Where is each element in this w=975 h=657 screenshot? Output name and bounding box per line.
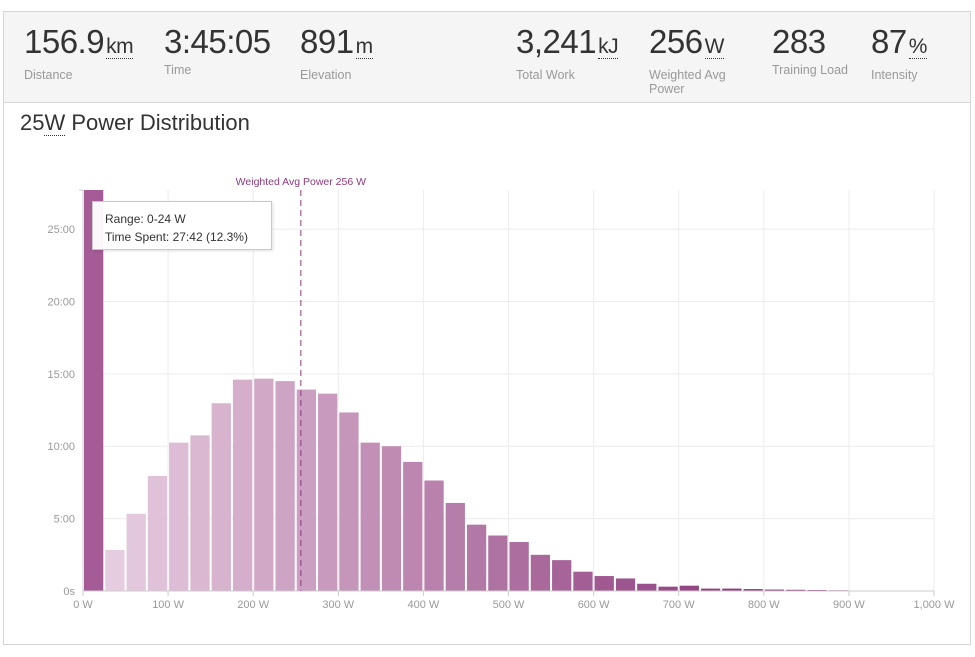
stat-value: 156.9 [24, 23, 105, 60]
stat-unit[interactable]: % [908, 35, 927, 59]
x-tick-label: 200 W [237, 599, 269, 611]
histogram-bar [764, 589, 785, 591]
histogram-bar [445, 502, 465, 591]
stat-label: Total Work [516, 68, 575, 82]
chart-grid [83, 190, 935, 591]
y-tick-label: 15:00 [47, 369, 75, 381]
stat-elevation: 891m Elevation [300, 23, 373, 83]
y-tick-label: 25:00 [47, 224, 75, 236]
title-unit[interactable]: W [44, 110, 66, 136]
histogram-bar [190, 435, 210, 591]
stat-label: Elevation [300, 68, 352, 82]
stat-value: 3,241 [516, 23, 597, 60]
stat-label: Weighted Avg Power [649, 68, 726, 96]
x-tick-label: 500 W [493, 599, 525, 611]
stat-label: Time [164, 63, 192, 77]
x-tick-label: 0 W [73, 599, 93, 611]
histogram-bar [466, 524, 487, 591]
stat-value: 891 [300, 23, 354, 60]
histogram-bar [509, 542, 529, 591]
histogram-bar [232, 379, 253, 591]
stat-label: Training Load [772, 63, 848, 77]
histogram-bar [700, 588, 721, 591]
stat-value: 256 [649, 23, 703, 60]
x-tick-label: 800 W [748, 599, 780, 611]
histogram-bar [403, 461, 423, 591]
stats-bar: 156.9km Distance 3:45:05 Time 891m Eleva… [4, 12, 970, 103]
stat-intensity: 87% Intensity [871, 23, 927, 83]
histogram-bar [573, 571, 593, 591]
histogram-bar [615, 578, 636, 591]
histogram-bar [339, 412, 359, 591]
x-tick-label: 700 W [663, 599, 695, 611]
stat-training-load: 283 Training Load [772, 23, 848, 78]
chart-tooltip: Range: 0-24 W Time Spent: 27:42 (12.3%) [92, 201, 272, 250]
histogram-bar [275, 381, 295, 591]
y-tick-label: 0s [63, 586, 75, 598]
title-text: Power Distribution [65, 110, 250, 135]
histogram-bar [318, 393, 338, 591]
histogram-bar [381, 446, 402, 591]
tooltip-range: Range: 0-24 W [105, 212, 186, 226]
stat-unit[interactable]: W [704, 35, 724, 59]
chart-title: 25W Power Distribution [20, 110, 250, 136]
histogram-bar [722, 588, 742, 591]
histogram-bar [488, 535, 508, 591]
chart-annotation: Weighted Avg Power 256 W [236, 176, 366, 591]
histogram-bar [743, 589, 763, 591]
y-tick-label: 5:00 [54, 514, 75, 526]
histogram-bar [786, 589, 806, 591]
stat-label: Distance [24, 68, 73, 82]
stat-weighted-avg-power: 256W Weighted Avg Power [649, 23, 759, 97]
histogram-bar [105, 549, 125, 591]
histogram-bar [424, 480, 444, 591]
weighted-avg-power-label: Weighted Avg Power 256 W [236, 176, 366, 188]
tooltip-time-spent: Time Spent: 27:42 (12.3%) [105, 230, 248, 244]
histogram-bar [254, 378, 274, 591]
histogram-bar [594, 576, 614, 591]
histogram-bar [126, 513, 146, 591]
histogram-bar [552, 560, 572, 591]
histogram-bar [637, 583, 657, 591]
x-tick-label: 100 W [152, 599, 184, 611]
stat-time: 3:45:05 Time [164, 23, 271, 78]
histogram-bar [658, 586, 678, 591]
stat-unit[interactable]: km [106, 35, 134, 59]
y-tick-label: 10:00 [47, 441, 75, 453]
histogram-bar [84, 190, 104, 591]
histogram-bar [296, 389, 317, 591]
chart-bars [84, 190, 870, 591]
histogram-bar [360, 442, 380, 591]
x-tick-label: 400 W [408, 599, 440, 611]
stat-distance: 156.9km Distance [24, 23, 134, 83]
x-tick-label: 300 W [322, 599, 354, 611]
stat-total-work: 3,241kJ Total Work [516, 23, 619, 83]
title-bin-size: 25 [20, 110, 45, 135]
y-tick-label: 20:00 [47, 296, 75, 308]
stat-label: Intensity [871, 68, 918, 82]
stat-value: 283 [772, 23, 826, 60]
histogram-bar [530, 554, 551, 591]
x-tick-label: 900 W [833, 599, 865, 611]
histogram-bar [147, 475, 168, 591]
x-tick-label: 600 W [578, 599, 610, 611]
stat-value: 87 [871, 23, 907, 60]
stat-unit[interactable]: kJ [598, 35, 619, 59]
histogram-bar [211, 403, 231, 591]
stat-value: 3:45:05 [164, 23, 271, 60]
stat-unit[interactable]: m [355, 35, 373, 59]
histogram-bar [679, 585, 699, 591]
x-tick-label: 1,000 W [914, 599, 956, 611]
histogram-bar [169, 442, 189, 591]
chart-axes: 0s 5:00 10:00 15:00 20:00 25:00 0 W 100 W 200 W 3… [47, 189, 956, 611]
